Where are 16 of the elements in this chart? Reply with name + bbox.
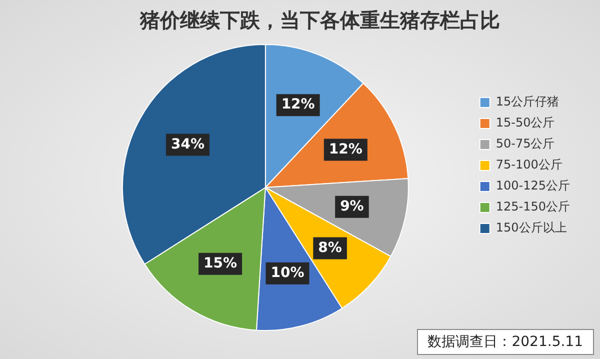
legend-label: 75-100公斤 <box>496 158 562 172</box>
chart-title: 猪价继续下跌，当下各体重生猪存栏占比 <box>139 8 500 32</box>
data-label: 10% <box>270 265 304 282</box>
legend-label: 125-150公斤 <box>496 200 570 214</box>
legend-label: 150公斤以上 <box>496 220 567 235</box>
text: 数据调查日：2021.5.11 <box>416 329 594 355</box>
legend-label: 100-125公斤 <box>496 178 570 193</box>
legend-label: 50-75公斤 <box>496 136 555 151</box>
data-label: 12% <box>328 141 362 158</box>
data-label: 34% <box>170 136 204 152</box>
legend-label: 15-50公斤 <box>496 116 555 130</box>
data-label: 8% <box>318 240 342 256</box>
data-label: 12% <box>281 96 315 113</box>
data-label: 9% <box>340 198 364 214</box>
legend-label: 15公斤仔猪 <box>496 94 560 109</box>
data-label: 15% <box>204 255 238 272</box>
